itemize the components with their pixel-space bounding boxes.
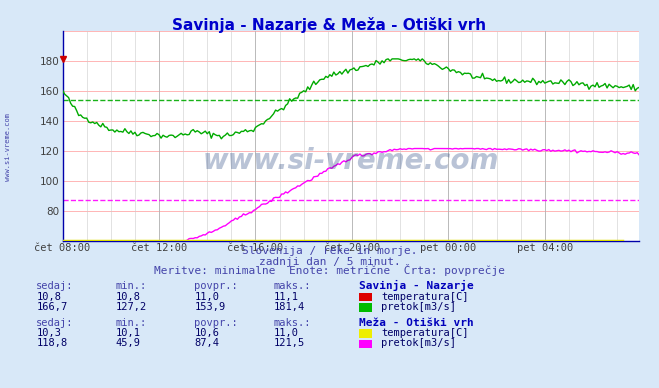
Text: 181,4: 181,4 (273, 301, 304, 312)
Text: 10,8: 10,8 (115, 291, 140, 301)
Text: www.si-vreme.com: www.si-vreme.com (203, 147, 499, 175)
Text: pretok[m3/s]: pretok[m3/s] (381, 301, 456, 312)
Text: pretok[m3/s]: pretok[m3/s] (381, 338, 456, 348)
Text: 11,0: 11,0 (194, 291, 219, 301)
Text: Meritve: minimalne  Enote: metrične  Črta: povprečje: Meritve: minimalne Enote: metrične Črta:… (154, 264, 505, 276)
Text: temperatura[C]: temperatura[C] (381, 328, 469, 338)
Text: 10,6: 10,6 (194, 328, 219, 338)
Text: Savinja - Nazarje: Savinja - Nazarje (359, 280, 474, 291)
Text: 166,7: 166,7 (36, 301, 67, 312)
Text: 11,1: 11,1 (273, 291, 299, 301)
Text: 153,9: 153,9 (194, 301, 225, 312)
Text: 10,1: 10,1 (115, 328, 140, 338)
Text: 87,4: 87,4 (194, 338, 219, 348)
Text: maks.:: maks.: (273, 281, 311, 291)
Text: povpr.:: povpr.: (194, 318, 238, 328)
Text: 45,9: 45,9 (115, 338, 140, 348)
Text: min.:: min.: (115, 281, 146, 291)
Text: 121,5: 121,5 (273, 338, 304, 348)
Text: 10,3: 10,3 (36, 328, 61, 338)
Text: min.:: min.: (115, 318, 146, 328)
Text: www.si-vreme.com: www.si-vreme.com (5, 113, 11, 182)
Text: temperatura[C]: temperatura[C] (381, 291, 469, 301)
Text: 127,2: 127,2 (115, 301, 146, 312)
Text: sedaj:: sedaj: (36, 318, 74, 328)
Text: Meža - Otiški vrh: Meža - Otiški vrh (359, 318, 474, 328)
Text: 10,8: 10,8 (36, 291, 61, 301)
Text: sedaj:: sedaj: (36, 281, 74, 291)
Text: 11,0: 11,0 (273, 328, 299, 338)
Text: povpr.:: povpr.: (194, 281, 238, 291)
Text: Slovenija / reke in morje.: Slovenija / reke in morje. (242, 246, 417, 256)
Text: 118,8: 118,8 (36, 338, 67, 348)
Text: zadnji dan / 5 minut.: zadnji dan / 5 minut. (258, 256, 401, 267)
Text: maks.:: maks.: (273, 318, 311, 328)
Text: Savinja - Nazarje & Meža - Otiški vrh: Savinja - Nazarje & Meža - Otiški vrh (173, 17, 486, 33)
